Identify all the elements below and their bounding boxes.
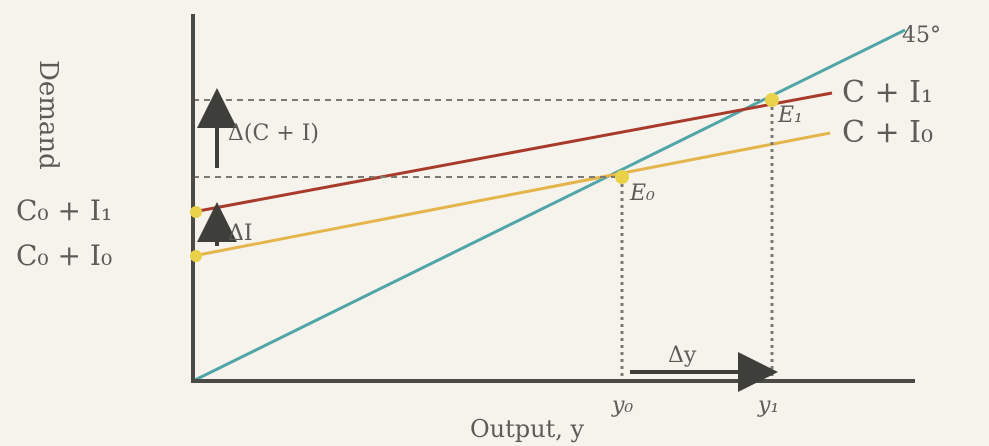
guide-verticals: [620, 100, 774, 381]
delta-invest-label: ΔI: [228, 221, 253, 246]
equilibrium-point-e0: [615, 170, 629, 184]
angle-label: 45°: [902, 23, 941, 48]
forty-five-degree-line: [192, 28, 906, 383]
c-plus-i1-line: [192, 91, 833, 214]
y0-tick-label: y₀: [611, 393, 633, 418]
eq-high-label: E₁: [777, 103, 803, 128]
delta-output-label: Δy: [668, 343, 697, 368]
c-plus-i0-line: [192, 131, 831, 258]
y-axis-label: Demand: [33, 60, 63, 170]
y1-tick-label: y₁: [757, 393, 779, 418]
guide-lines: [193, 99, 772, 178]
line-high-label: C + I₁: [842, 75, 933, 110]
eq-low-label: E₀: [629, 181, 655, 206]
axes: [191, 14, 915, 383]
x-axis-label: Output, y: [470, 415, 585, 443]
delta-demand-label: Δ(C + I): [228, 121, 319, 146]
intercept-low-label: C₀ + I₀: [16, 239, 112, 272]
intercept-high-label: C₀ + I₁: [16, 194, 112, 227]
intercept-point-high: [190, 206, 202, 218]
line-low-label: C + I₀: [842, 115, 933, 150]
intercept-point-low: [190, 250, 202, 262]
equilibrium-point-e1: [765, 93, 779, 107]
